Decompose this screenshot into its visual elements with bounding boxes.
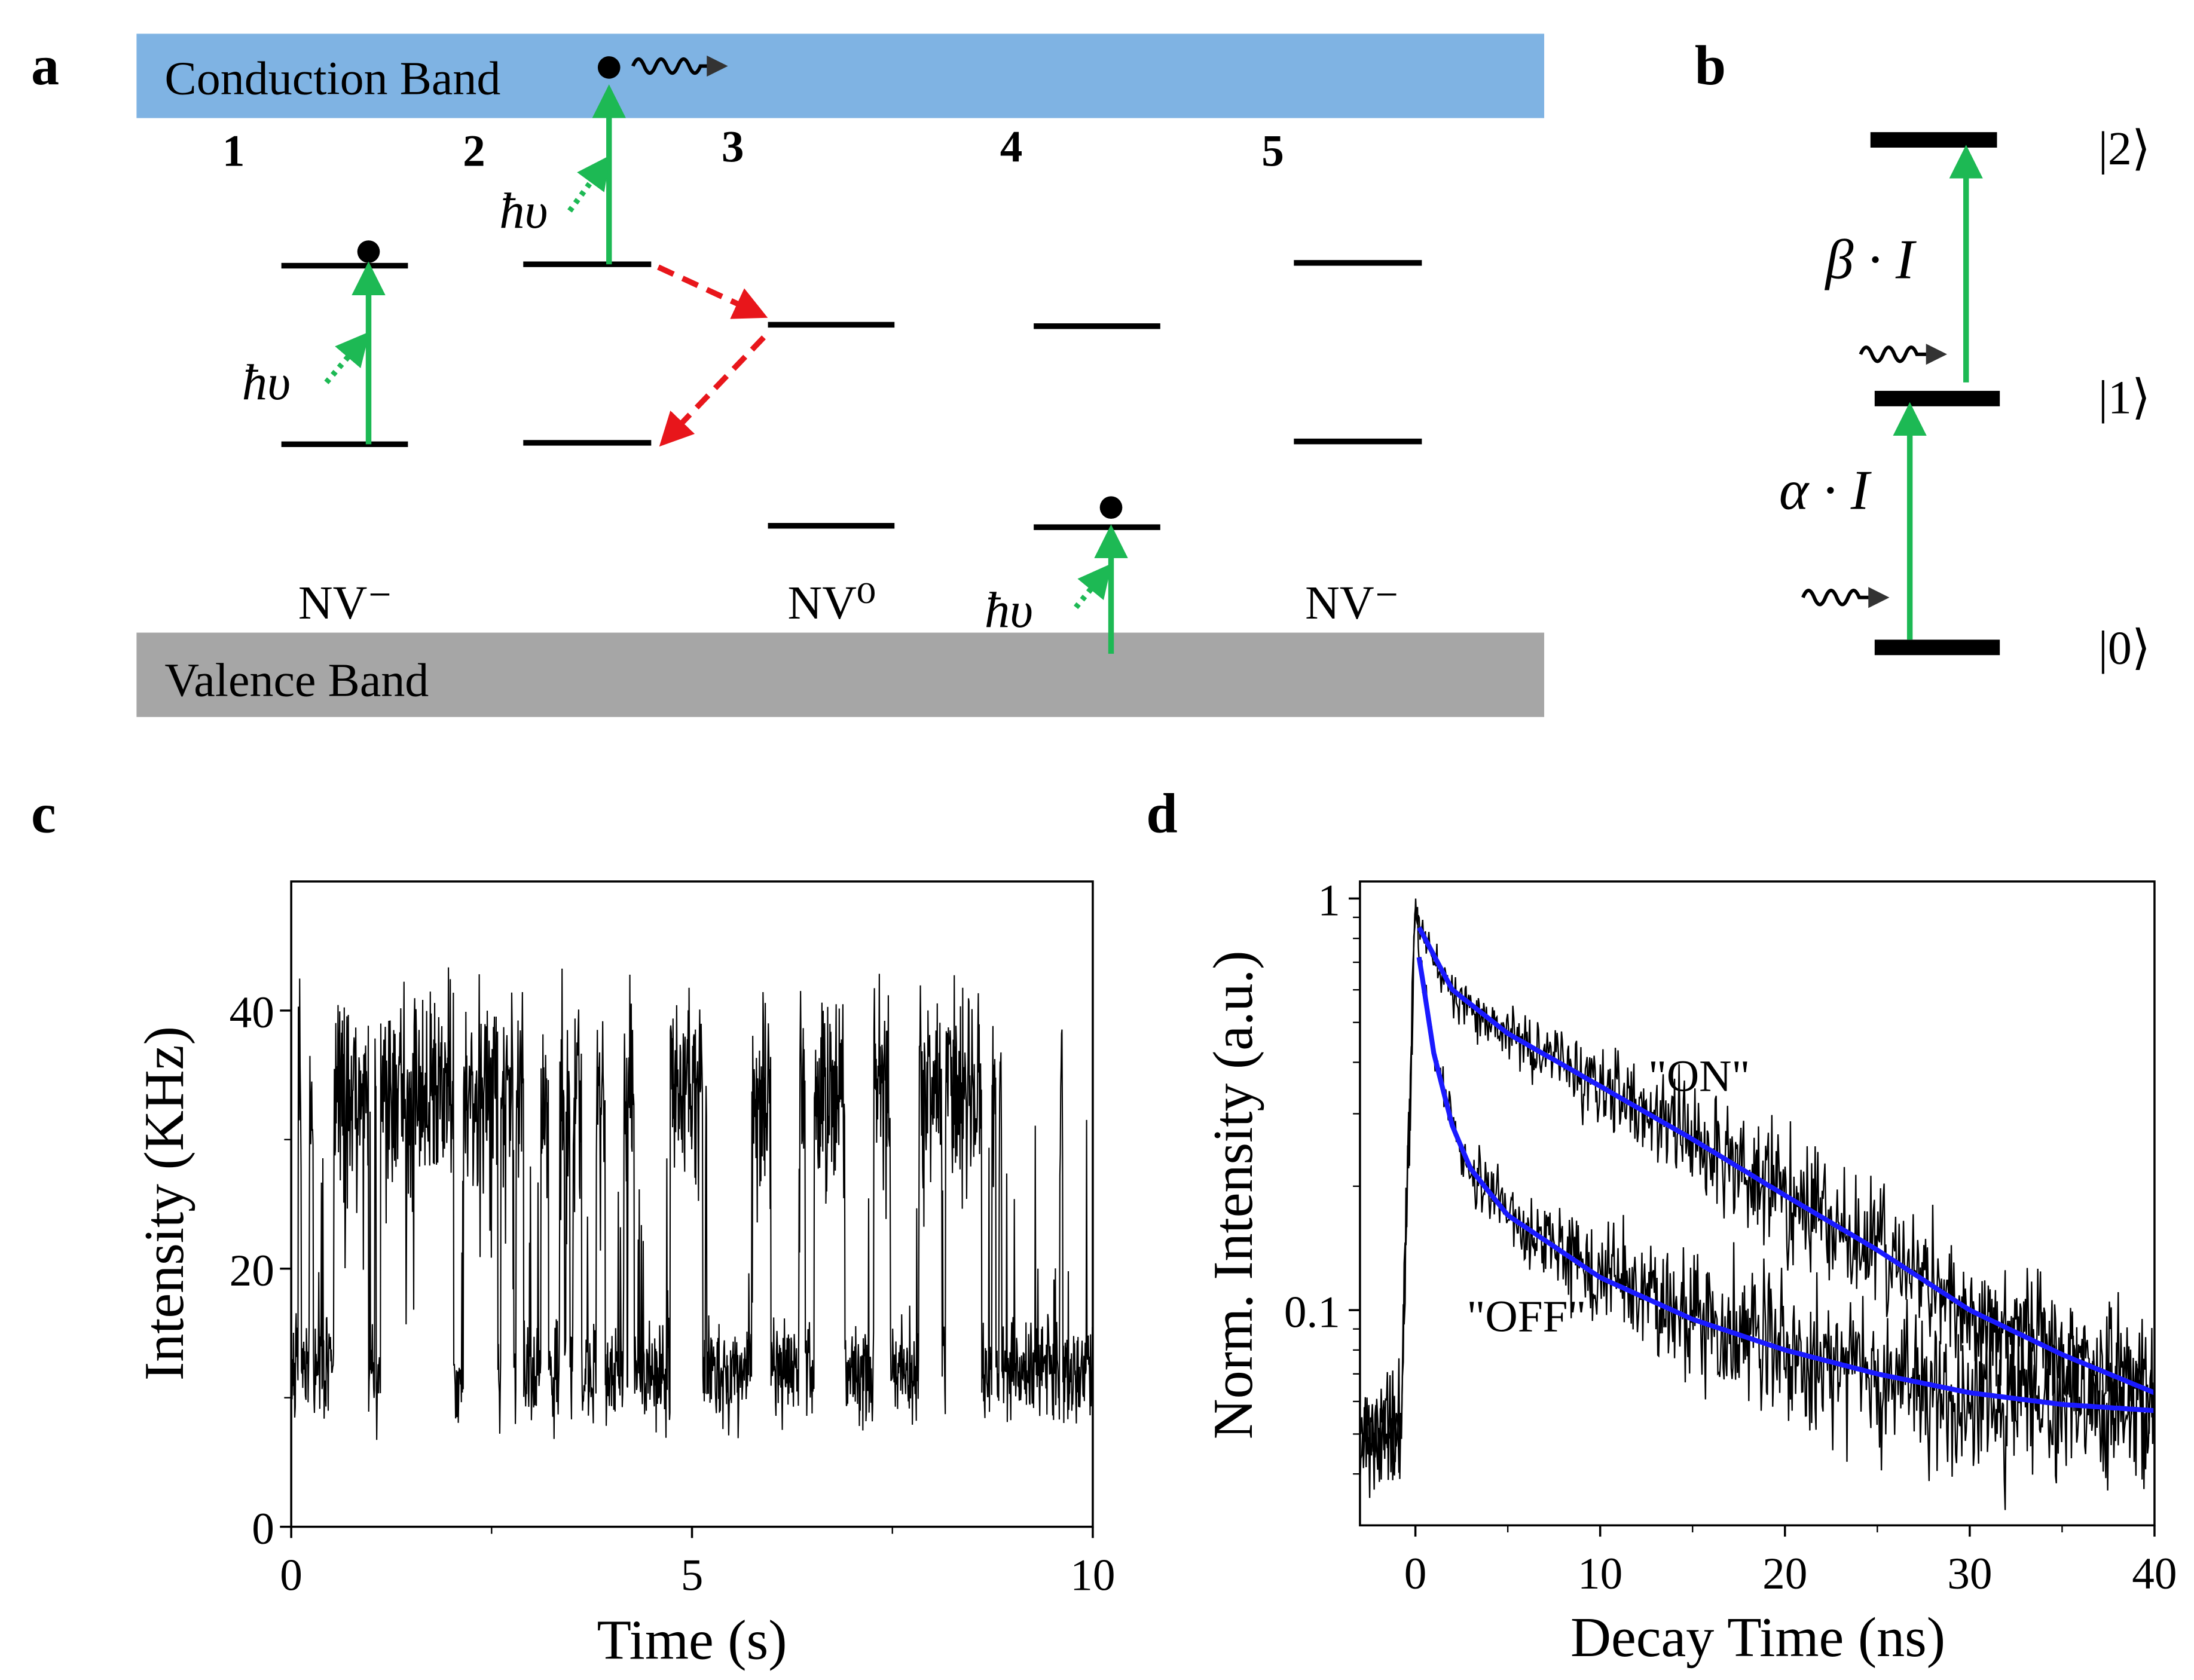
photon-label: ħυ <box>985 583 1033 638</box>
photon-label: ħυ <box>499 183 548 239</box>
on-annotation: "ON" <box>1648 1051 1750 1101</box>
y-tick-label: 0.1 <box>1284 1287 1340 1337</box>
valence-band-label: Valence Band <box>164 654 429 706</box>
step-number-2: 2 <box>463 127 485 176</box>
level-1 <box>1874 390 2000 406</box>
photon-label: ħυ <box>242 355 291 411</box>
x-tick-label: 20 <box>1762 1549 1807 1599</box>
panel-label-b: b <box>1695 35 1726 97</box>
y-tick-label: 20 <box>230 1246 274 1296</box>
step-number-1: 1 <box>222 127 245 176</box>
level-1-label: |1⟩ <box>2098 372 2150 424</box>
y-tick-label: 40 <box>230 988 274 1038</box>
photon-arrow <box>324 331 370 384</box>
step-number-5: 5 <box>1261 127 1284 176</box>
state-label-nv-zero: NV⁰ <box>787 577 876 629</box>
x-tick-label: 0 <box>1404 1549 1427 1599</box>
photon-arrow <box>567 155 611 213</box>
off-annotation: "OFF" <box>1467 1292 1587 1342</box>
x-tick-label: 30 <box>1947 1549 1992 1599</box>
level-2-label: |2⟩ <box>2098 123 2150 175</box>
plot-frame <box>290 880 1094 1528</box>
rate-upper-label: β · I <box>1824 229 1916 291</box>
level-2 <box>1870 132 1997 148</box>
photon-arrow <box>1074 563 1112 610</box>
energy-levels <box>281 260 1422 530</box>
plot-frame <box>1359 880 2156 1527</box>
panel-d: d 0 10 20 30 40 0.1 1 "ON" "OFF" Decay Time (n… <box>1146 783 2177 1669</box>
panel-label-a: a <box>31 35 59 97</box>
y-axis-label: Intensity (KHz) <box>133 1026 195 1381</box>
relaxation-arrow <box>659 335 766 447</box>
x-axis-label: Time (s) <box>597 1609 787 1672</box>
x-tick-label: 40 <box>2132 1549 2177 1599</box>
chart-c: 0 5 10 0 20 40 <box>230 967 1116 1600</box>
y-tick-label: 0 <box>252 1504 274 1554</box>
panel-b: b |2⟩ |1⟩ |0⟩ β · I α · I <box>1695 35 2150 674</box>
step-number-3: 3 <box>722 123 744 172</box>
state-label-nv-minus: NV⁻ <box>298 577 393 629</box>
chart-d: 0 10 20 30 40 0.1 1 <box>1284 876 2177 1599</box>
x-axis-label: Decay Time (ns) <box>1570 1606 1945 1669</box>
x-tick-label: 10 <box>1578 1549 1622 1599</box>
y-axis-label: Norm. Intensity (a.u.) <box>1202 951 1264 1440</box>
trace-line <box>291 967 1094 1440</box>
state-label-nv-minus: NV⁻ <box>1305 577 1399 629</box>
electron-dot <box>597 56 621 79</box>
x-tick-label: 0 <box>280 1550 302 1600</box>
panel-c: c 0 5 10 0 20 40 Time (s) Intensity (KHz) <box>31 783 1116 1672</box>
relaxation-arrow <box>657 264 768 319</box>
panel-label-d: d <box>1146 783 1177 845</box>
conduction-band <box>136 33 1545 118</box>
x-tick-label: 10 <box>1070 1550 1115 1600</box>
conduction-band-label: Conduction Band <box>164 53 500 105</box>
on-fit-line <box>1417 926 2156 1396</box>
y-tick-label: 1 <box>1318 876 1340 926</box>
level-0 <box>1874 639 2000 656</box>
electron-dot <box>1099 496 1123 519</box>
panel-a: a Conduction Band Valence Band 1 2 3 4 5… <box>31 33 1545 717</box>
electron-dot <box>357 240 380 263</box>
off-fit-line <box>1416 957 2155 1413</box>
panel-label-c: c <box>31 783 56 845</box>
rate-lower-label: α · I <box>1779 460 1872 522</box>
wavy-photon-arrow <box>1801 587 1890 608</box>
valence-band <box>136 632 1545 717</box>
x-tick-label: 5 <box>681 1550 704 1600</box>
wavy-photon-arrow <box>1859 344 1947 365</box>
level-0-label: |0⟩ <box>2098 622 2150 674</box>
wavy-emission-arrow <box>631 55 728 77</box>
step-number-4: 4 <box>1000 123 1023 172</box>
